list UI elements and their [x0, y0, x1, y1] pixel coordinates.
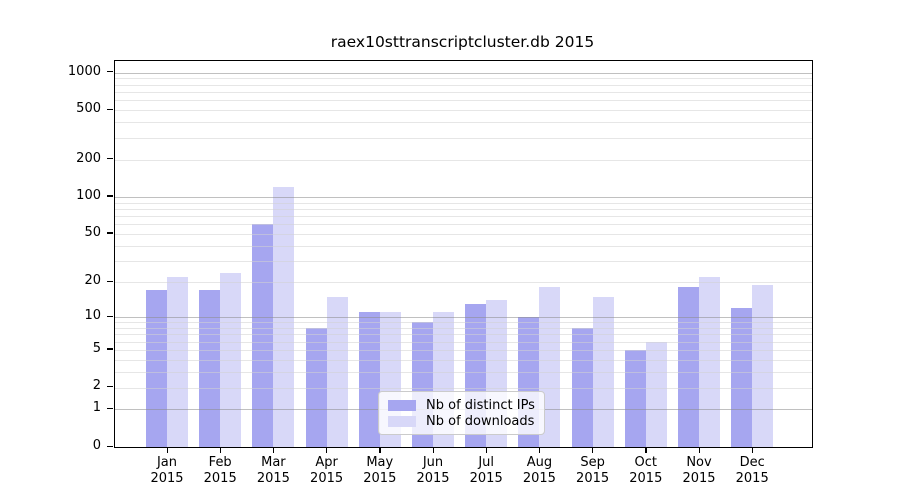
y-tick-2: [107, 385, 113, 388]
y-tick-100: [107, 195, 113, 197]
x-tick-label-nov: Nov 2015: [682, 455, 716, 486]
y-tick-1000: [107, 71, 113, 73]
legend-item-downloads: Nb of downloads: [388, 414, 535, 429]
x-tick-label-jan: Jan 2015: [150, 455, 184, 486]
x-tick-jan: [166, 447, 168, 453]
major-gridline-100: [115, 196, 812, 198]
bar-distinct-ips-oct: [624, 349, 646, 447]
major-gridline-10: [115, 317, 812, 319]
minor-gridline-30: [115, 260, 812, 262]
y-tick-label-5: 5: [92, 340, 101, 356]
bar-downloads-jan: [167, 277, 188, 447]
x-tick-label-apr: Apr 2015: [310, 455, 344, 486]
x-tick-label-may: May 2015: [363, 455, 397, 486]
y-tick-label-1: 1: [92, 400, 101, 416]
minor-gridline-700: [115, 91, 812, 93]
minor-gridline-2: [115, 387, 812, 389]
y-tick-label-100: 100: [76, 187, 101, 203]
x-tick-jun: [432, 447, 434, 453]
x-tick-sep: [592, 447, 594, 453]
minor-gridline-40: [115, 245, 812, 247]
major-gridline-1000: [115, 72, 812, 74]
y-tick-5: [107, 348, 113, 350]
minor-gridline-90: [115, 202, 812, 204]
x-tick-apr: [326, 447, 328, 453]
bar-downloads-nov: [699, 277, 720, 447]
y-tick-0: [107, 445, 113, 447]
y-tick-label-10: 10: [84, 308, 101, 324]
x-tick-label-feb: Feb 2015: [203, 455, 237, 486]
bar-downloads-mar: [273, 187, 295, 447]
minor-gridline-900: [115, 78, 812, 80]
minor-gridline-20: [115, 282, 812, 283]
bar-downloads-dec: [752, 284, 774, 447]
y-tick-label-20: 20: [84, 273, 101, 288]
x-tick-feb: [219, 447, 222, 453]
x-tick-label-oct: Oct 2015: [629, 455, 663, 486]
legend-swatch-distinct-ips: [388, 400, 416, 411]
bar-downloads-oct: [645, 341, 667, 447]
y-tick-500: [107, 108, 113, 110]
legend-label-distinct-ips: Nb of distinct IPs: [426, 398, 535, 413]
bar-distinct-ips-feb: [199, 290, 221, 447]
bar-distinct-ips-mar: [252, 224, 274, 447]
minor-gridline-8: [115, 327, 812, 329]
bar-distinct-ips-sep: [571, 327, 593, 447]
minor-gridline-3: [115, 371, 812, 373]
y-tick-label-200: 200: [76, 150, 101, 166]
bar-distinct-ips-may: [358, 312, 380, 447]
minor-gridline-5: [115, 349, 812, 351]
y-tick-label-0: 0: [92, 438, 101, 453]
plot-area: [114, 60, 813, 448]
minor-gridline-800: [115, 84, 812, 86]
minor-gridline-400: [115, 122, 812, 124]
minor-gridline-600: [115, 100, 812, 102]
x-tick-mar: [272, 447, 275, 453]
bar-distinct-ips-nov: [678, 287, 699, 447]
y-tick-200: [107, 158, 113, 160]
bar-distinct-ips-jan: [146, 290, 167, 447]
minor-gridline-70: [115, 216, 812, 217]
y-tick-50: [107, 232, 113, 234]
legend-swatch-downloads: [388, 416, 416, 427]
x-tick-label-jun: Jun 2015: [416, 455, 450, 486]
legend-item-distinct-ips: Nb of distinct IPs: [388, 398, 535, 413]
chart-title: raex10sttranscriptcluster.db 2015: [330, 33, 595, 51]
legend: Nb of distinct IPs Nb of downloads: [378, 391, 545, 435]
x-tick-label-aug: Aug 2015: [522, 455, 556, 486]
y-tick-label-2: 2: [92, 378, 101, 394]
minor-gridline-80: [115, 208, 812, 210]
x-tick-label-sep: Sep 2015: [576, 455, 610, 486]
minor-gridline-4: [115, 359, 812, 361]
minor-gridline-60: [115, 224, 812, 226]
x-tick-jul: [485, 447, 488, 453]
minor-gridline-50: [115, 233, 812, 235]
y-tick-1: [107, 407, 113, 410]
y-tick-label-1000: 1000: [67, 63, 101, 79]
bar-downloads-feb: [220, 272, 242, 447]
x-tick-nov: [698, 447, 700, 453]
minor-gridline-6: [115, 341, 812, 343]
legend-label-downloads: Nb of downloads: [426, 414, 535, 429]
minor-gridline-300: [115, 137, 812, 139]
y-tick-label-500: 500: [76, 101, 101, 117]
x-tick-may: [379, 447, 381, 453]
x-tick-label-mar: Mar 2015: [256, 455, 290, 486]
x-tick-label-jul: Jul 2015: [469, 455, 503, 486]
x-tick-dec: [751, 447, 754, 453]
x-tick-oct: [645, 447, 647, 453]
bar-distinct-ips-dec: [731, 308, 753, 447]
minor-gridline-9: [115, 322, 812, 324]
y-tick-label-50: 50: [84, 224, 101, 240]
x-tick-aug: [538, 447, 541, 453]
bar-distinct-ips-apr: [305, 327, 327, 447]
minor-gridline-200: [115, 159, 812, 161]
y-tick-10: [107, 315, 113, 317]
minor-gridline-7: [115, 334, 812, 336]
minor-gridline-500: [115, 110, 812, 112]
x-tick-label-dec: Dec 2015: [735, 455, 769, 486]
y-tick-20: [107, 280, 113, 282]
